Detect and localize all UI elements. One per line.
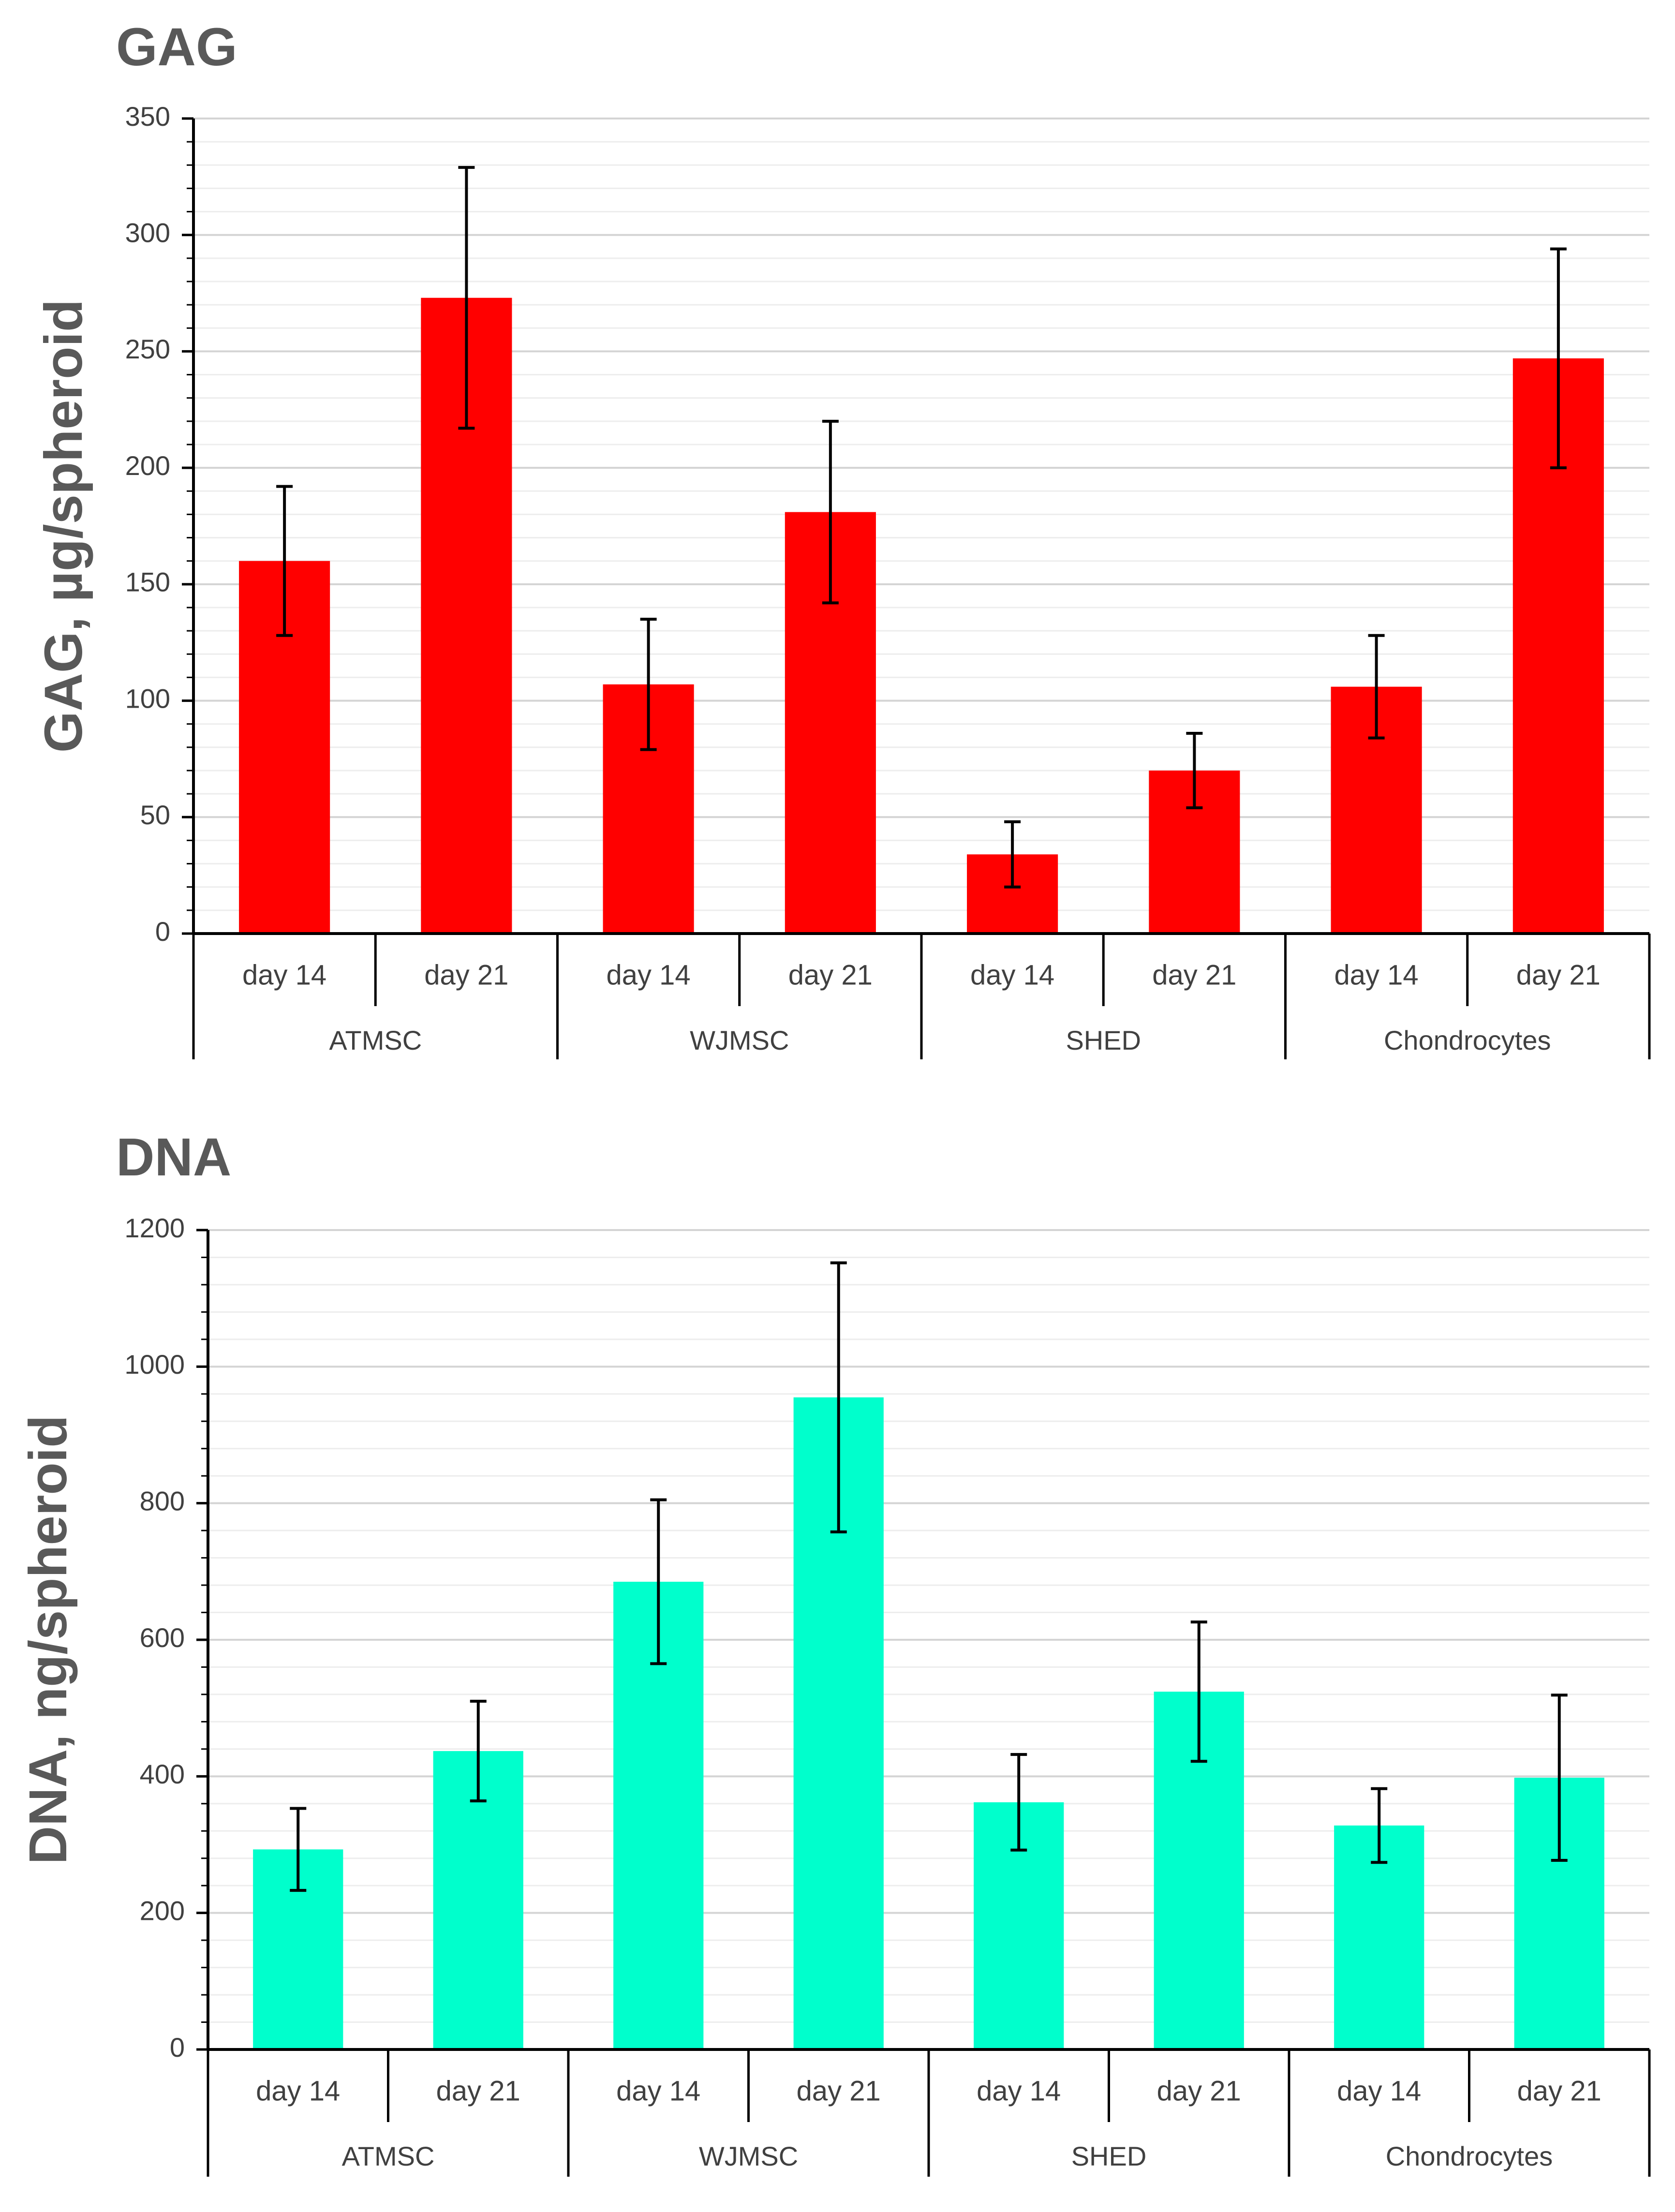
y-tick-label: 50 bbox=[140, 800, 170, 830]
group-label: SHED bbox=[1066, 1025, 1141, 1055]
chart-title: GAG bbox=[116, 17, 237, 77]
x-tick-label: day 14 bbox=[977, 2075, 1061, 2107]
y-axis-label: DNA, ng/spheroid bbox=[18, 1415, 78, 1865]
x-tick-label: day 21 bbox=[1157, 2075, 1241, 2107]
group-label: WJMSC bbox=[690, 1025, 789, 1055]
y-tick-label: 0 bbox=[155, 916, 170, 947]
x-tick-label: day 21 bbox=[788, 959, 873, 991]
chart-0: GAG GAG, µg/spheroid 0 50 100 150 200 250 300 350… bbox=[34, 17, 1651, 1059]
y-tick-label: 150 bbox=[125, 567, 170, 597]
x-tick-label: day 21 bbox=[1152, 959, 1236, 991]
x-tick-label: day 14 bbox=[970, 959, 1054, 991]
x-tick-label: day 14 bbox=[242, 959, 326, 991]
chart-1: DNA DNA, ng/spheroid 0 200 400 600 800 1000 1200… bbox=[18, 1128, 1651, 2177]
y-tick-label: 250 bbox=[125, 334, 170, 364]
y-tick-label: 350 bbox=[125, 101, 170, 132]
x-tick-label: day 14 bbox=[1337, 2075, 1421, 2107]
x-tick-label: day 21 bbox=[1516, 959, 1601, 991]
x-tick-label: day 14 bbox=[1334, 959, 1419, 991]
group-label: WJMSC bbox=[699, 2141, 798, 2171]
group-label: SHED bbox=[1071, 2141, 1147, 2171]
y-tick-label: 100 bbox=[125, 683, 170, 713]
x-tick-label: day 21 bbox=[797, 2075, 881, 2107]
group-label: Chondrocytes bbox=[1384, 1025, 1551, 1055]
y-tick-label: 200 bbox=[125, 450, 170, 481]
y-tick-label: 1000 bbox=[124, 1349, 185, 1380]
x-tick-label: day 21 bbox=[1517, 2075, 1601, 2107]
y-axis-label: GAG, µg/spheroid bbox=[34, 299, 93, 753]
x-tick-label: day 14 bbox=[616, 2075, 700, 2107]
x-tick-label: day 14 bbox=[256, 2075, 340, 2107]
x-tick-label: day 14 bbox=[607, 959, 691, 991]
y-tick-label: 200 bbox=[140, 1895, 185, 1926]
y-tick-label: 800 bbox=[140, 1485, 185, 1516]
y-tick-label: 400 bbox=[140, 1759, 185, 1789]
group-label: ATMSC bbox=[329, 1025, 422, 1055]
group-label: Chondrocytes bbox=[1386, 2141, 1553, 2171]
x-tick-label: day 21 bbox=[436, 2075, 520, 2107]
y-tick-label: 300 bbox=[125, 218, 170, 248]
y-tick-label: 600 bbox=[140, 1622, 185, 1653]
y-tick-label: 1200 bbox=[124, 1213, 185, 1243]
group-label: ATMSC bbox=[342, 2141, 435, 2171]
chart-title: DNA bbox=[116, 1128, 231, 1187]
x-tick-label: day 21 bbox=[424, 959, 508, 991]
y-tick-label: 0 bbox=[170, 2032, 185, 2063]
